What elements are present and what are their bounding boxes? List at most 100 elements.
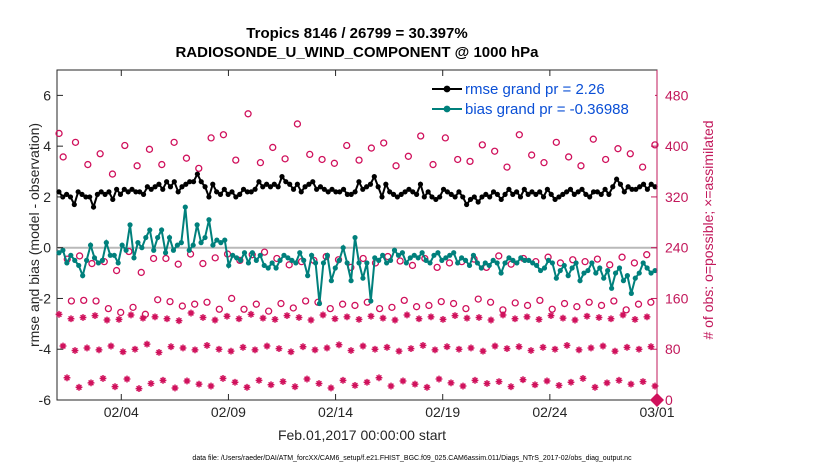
bias-point xyxy=(340,245,346,251)
possible-obs-point xyxy=(367,144,376,152)
rmse-point xyxy=(67,194,74,200)
assimilated-obs-point xyxy=(579,375,587,382)
assimilated-obs-point xyxy=(183,377,191,385)
rmse-point xyxy=(640,181,647,187)
bias-point xyxy=(99,257,105,263)
rmse-point xyxy=(429,194,435,200)
possible-obs-point xyxy=(437,297,445,306)
x-tick-label: 02/04 xyxy=(104,404,139,420)
possible-obs-point xyxy=(232,156,240,164)
bias-point xyxy=(530,260,536,266)
rmse-point xyxy=(602,186,608,192)
possible-obs-point xyxy=(285,261,293,269)
bias-point xyxy=(336,257,342,263)
assimilated-obs-point xyxy=(315,380,323,387)
rmse-point xyxy=(564,189,570,195)
y-right-tick-label: 0 xyxy=(665,392,673,408)
possible-obs-point xyxy=(191,300,199,308)
y-right-tick-label: 160 xyxy=(665,290,689,306)
rmse-point xyxy=(229,189,235,195)
rmse-point xyxy=(425,189,431,195)
bias-point xyxy=(597,265,603,271)
possible-obs-point xyxy=(560,299,569,308)
rmse-point xyxy=(337,189,343,195)
rmse-point xyxy=(525,191,531,197)
assimilated-obs-point xyxy=(615,376,623,384)
possible-obs-point xyxy=(495,252,503,260)
bias-point xyxy=(364,260,370,266)
bias-point xyxy=(423,257,429,263)
y-tick-label: -4 xyxy=(39,341,52,357)
possible-obs-point xyxy=(166,297,174,306)
rmse-point xyxy=(456,189,462,195)
possible-obs-point xyxy=(92,297,100,305)
assimilated-obs-point xyxy=(603,379,611,387)
possible-obs-point xyxy=(392,162,400,170)
chart-subtitle: RADIOSONDE_U_WIND_COMPONENT @ 1000 hPa xyxy=(175,44,539,61)
rmse-point xyxy=(421,194,427,200)
assimilated-obs-point xyxy=(303,375,311,383)
rmse-point xyxy=(467,196,474,203)
bias-point xyxy=(269,260,275,266)
assimilated-obs-point xyxy=(551,345,559,353)
bias-point xyxy=(107,252,113,258)
possible-obs-point xyxy=(375,304,384,313)
assimilated-obs-point xyxy=(523,313,531,321)
assimilated-obs-point xyxy=(83,344,91,352)
possible-obs-point xyxy=(503,163,511,171)
assimilated-obs-point xyxy=(455,345,463,353)
bias-point xyxy=(589,260,595,266)
rmse-point xyxy=(567,186,574,192)
bias-point xyxy=(305,273,311,279)
legend-rmse: rmse grand pr = 2.26 xyxy=(465,81,605,98)
possible-obs-point xyxy=(264,307,273,315)
bias-point xyxy=(273,265,279,271)
bias-point xyxy=(565,273,571,279)
assimilated-obs-point xyxy=(359,342,367,350)
possible-obs-point xyxy=(466,157,474,166)
bias-point xyxy=(534,262,540,269)
rmse-point xyxy=(160,186,166,192)
possible-obs-point xyxy=(88,259,96,268)
rmse-point xyxy=(202,184,208,190)
chart-title: Tropics 8146 / 26799 = 30.397% xyxy=(246,25,467,42)
bias-point xyxy=(155,234,161,241)
bias-point xyxy=(435,250,441,256)
footnote: data file: /Users/raeder/DAI/ATM_forcXX/… xyxy=(192,455,632,462)
assimilated-obs-point xyxy=(279,378,287,385)
possible-obs-point xyxy=(277,299,285,308)
rmse-point xyxy=(587,194,593,200)
possible-obs-series xyxy=(55,110,659,318)
bias-point xyxy=(186,247,192,253)
possible-obs-point xyxy=(228,294,236,303)
rmse-point xyxy=(237,191,243,197)
x-tick-label: 02/09 xyxy=(211,404,246,420)
possible-obs-point xyxy=(55,129,63,138)
rmse-point xyxy=(348,191,354,197)
assimilated-obs-point xyxy=(107,342,115,350)
possible-obs-point xyxy=(301,297,310,305)
assimilated-obs-point xyxy=(143,340,151,348)
rmse-point xyxy=(90,204,97,210)
possible-obs-point xyxy=(129,303,137,311)
possible-obs-point xyxy=(552,138,560,146)
y-axis-right-label: # of obs: o=possible; ×=assimilated xyxy=(700,120,716,339)
assimilated-obs-point xyxy=(583,312,591,320)
rmse-point xyxy=(340,186,347,192)
rmse-point xyxy=(214,189,220,195)
bias-point xyxy=(419,250,425,256)
possible-obs-point xyxy=(199,259,207,268)
bias-point xyxy=(293,260,299,266)
assimilated-obs-point xyxy=(155,349,163,356)
bias-point xyxy=(309,252,315,258)
possible-obs-point xyxy=(121,141,129,150)
bias-point xyxy=(478,265,484,271)
rmse-point xyxy=(606,191,612,197)
bias-point xyxy=(127,222,133,228)
y-tick-label: 6 xyxy=(43,87,51,103)
possible-obs-point xyxy=(269,143,277,152)
bias-point xyxy=(222,237,228,243)
bias-point xyxy=(628,290,634,296)
rmse-point xyxy=(571,191,577,197)
legend-bias: bias grand pr = -0.36988 xyxy=(465,101,629,118)
